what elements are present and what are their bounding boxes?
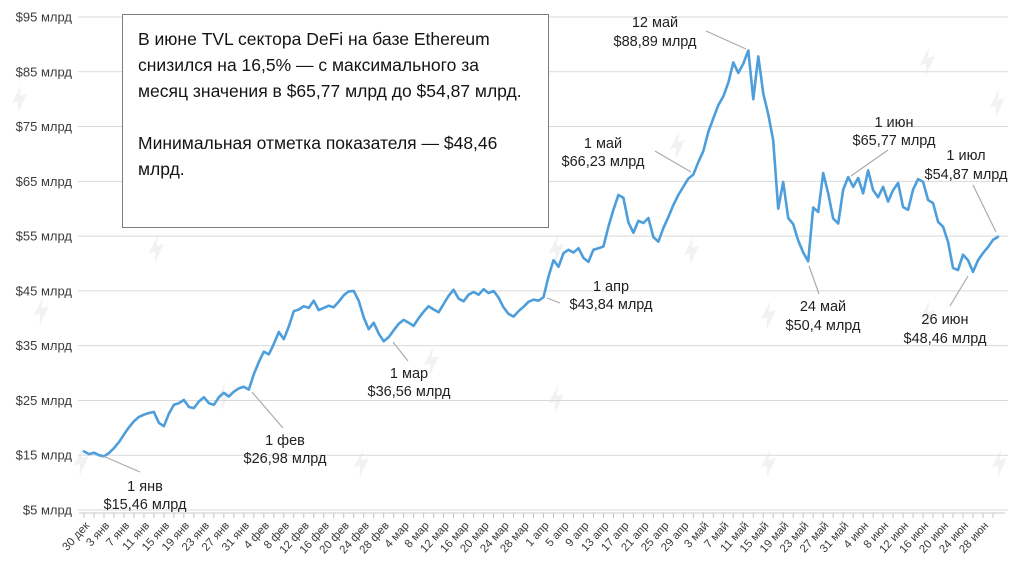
y-axis-label: $45 млрд <box>16 283 73 298</box>
forklog-lightning-watermark <box>353 448 369 478</box>
annotation-date: 1 мар <box>390 366 428 382</box>
y-axis-labels: $95 млрд $85 млрд $75 млрд $65 млрд $55 млрд… <box>16 10 73 518</box>
forklog-lightning-watermark <box>919 300 935 330</box>
annotation-callout-line <box>392 341 409 362</box>
annotation-value: $50,4 млрд <box>786 318 861 334</box>
y-axis-label: $55 млрд <box>16 229 73 244</box>
annotation-date: 1 май <box>584 136 622 152</box>
annotation-value: $54,87 млрд <box>925 167 1009 183</box>
annotation-date: 12 май <box>632 15 678 31</box>
y-axis-label: $25 млрд <box>16 393 73 408</box>
annotation-callout-line <box>546 297 561 304</box>
summary-paragraph-2: Минимальная отметка показателя — $48,46 … <box>138 133 498 179</box>
tvl-line-series <box>82 49 1000 458</box>
annotation-date: 1 июл <box>946 148 985 164</box>
forklog-lightning-watermark <box>215 381 231 411</box>
forklog-lightning-watermark <box>73 446 89 476</box>
forklog-lightning-watermark <box>423 346 439 376</box>
y-axis-label: $5 млрд <box>23 503 73 518</box>
annotation-callout-line <box>850 149 889 177</box>
summary-infobox: В июне TVL сектора DeFi на базе Ethereum… <box>122 14 549 228</box>
forklog-lightning-watermark <box>548 384 564 414</box>
annotation-value: $88,89 млрд <box>614 34 698 50</box>
annotations: 1 янв $15,46 млрд 1 фев $26,98 млрд 1 мар $36… <box>102 15 1009 513</box>
annotation-value: $48,46 млрд <box>904 331 988 347</box>
y-axis-label: $15 млрд <box>16 448 73 463</box>
annotation-value: $36,56 млрд <box>368 384 452 400</box>
annotation-date: 1 апр <box>593 279 629 295</box>
watermark-layer <box>11 46 1007 478</box>
forklog-lightning-watermark <box>669 130 685 160</box>
annotation-callout-line <box>102 455 141 473</box>
forklog-lightning-watermark <box>760 448 776 478</box>
annotation-callout-line <box>654 150 692 173</box>
forklog-lightning-watermark <box>11 84 27 114</box>
annotation-callout-line <box>949 275 969 307</box>
y-axis-label: $35 млрд <box>16 338 73 353</box>
y-axis-label: $85 млрд <box>16 64 73 79</box>
annotation-date: 1 июн <box>874 115 913 131</box>
forklog-lightning-watermark <box>548 234 564 264</box>
annotation-value: $43,84 млрд <box>570 297 654 313</box>
annotation-value: $65,77 млрд <box>853 133 937 149</box>
annotation-callout-line <box>972 184 997 233</box>
forklog-lightning-watermark <box>33 296 49 326</box>
forklog-lightning-watermark <box>683 236 699 266</box>
forklog-lightning-watermark <box>148 234 164 264</box>
annotation-value: $26,98 млрд <box>244 451 328 467</box>
annotation-date: 1 янв <box>127 479 163 495</box>
y-axis-label: $65 млрд <box>16 174 73 189</box>
x-axis <box>79 512 1005 518</box>
forklog-lightning-watermark <box>760 300 776 330</box>
annotation-callout-line <box>808 265 820 295</box>
annotation-date: 1 фев <box>265 433 305 449</box>
annotation-value: $15,46 млрд <box>104 497 188 513</box>
forklog-lightning-watermark <box>989 88 1005 118</box>
annotation-callout-line <box>705 30 747 50</box>
y-axis-label: $95 млрд <box>16 10 73 25</box>
annotation-date: 24 май <box>800 299 846 315</box>
y-axis-label: $75 млрд <box>16 119 73 134</box>
annotation-date: 26 июн <box>921 312 968 328</box>
forklog-lightning-watermark <box>991 448 1007 478</box>
annotation-value: $66,23 млрд <box>562 154 646 170</box>
annotation-callout-line <box>251 391 284 429</box>
summary-paragraph-1: В июне TVL сектора DeFi на базе Ethereum… <box>138 29 522 101</box>
forklog-lightning-watermark <box>919 46 935 76</box>
